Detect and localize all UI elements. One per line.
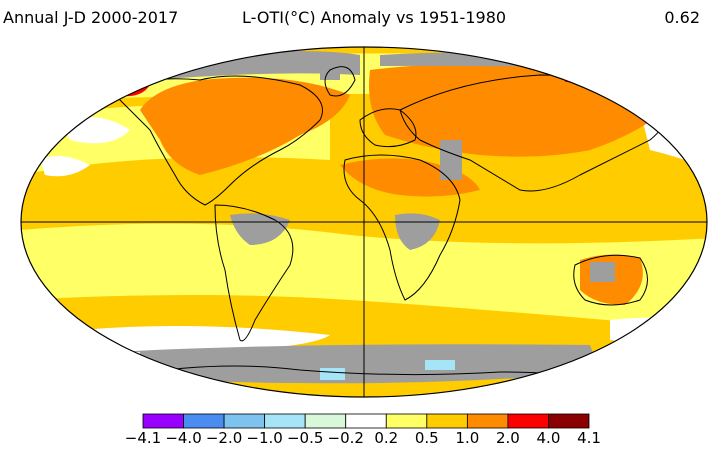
legend-label: −4.1 xyxy=(125,429,161,447)
white-patch-pacific xyxy=(40,156,90,177)
coastlines xyxy=(109,66,669,381)
legend-bin-8 xyxy=(466,413,509,429)
map-title-period: Annual J-D 2000-2017 xyxy=(3,8,179,27)
legend-label: −1.0 xyxy=(246,429,282,447)
legend-label: 4.1 xyxy=(577,429,601,447)
south-america-outline xyxy=(214,204,294,342)
cool-cell-antarctic-2 xyxy=(425,360,455,370)
north-america-warm-region xyxy=(140,77,350,175)
legend-label: −0.2 xyxy=(328,429,364,447)
legend-label: −0.5 xyxy=(287,429,323,447)
southern-ocean-light-band xyxy=(21,223,707,330)
europe-outline xyxy=(359,108,417,148)
greenland-outline xyxy=(324,66,356,97)
missing-data-amazon xyxy=(230,213,290,245)
legend-bin-6 xyxy=(385,413,428,429)
legend-label: −4.0 xyxy=(165,429,201,447)
legend-bin-1 xyxy=(183,413,225,429)
legend-bin-4 xyxy=(304,413,347,429)
legend-label: 0.5 xyxy=(415,429,439,447)
legend-bin-7 xyxy=(426,413,468,429)
legend-label: 0.2 xyxy=(374,429,398,447)
global-mean-value: 0.62 xyxy=(664,8,700,27)
legend-bin-5 xyxy=(345,413,387,429)
map-title-anomaly: L-OTI(°C) Anomaly vs 1951-1980 xyxy=(242,8,507,27)
legend-labels: −4.1 −4.0 −2.0 −1.0 −0.5 −0.2 0.2 0.5 1.0 2.0 4.0 4… xyxy=(125,429,601,447)
missing-data-australia xyxy=(590,262,615,282)
australia-outline xyxy=(573,254,648,306)
legend-bin-0 xyxy=(142,413,184,429)
legend-label: 2.0 xyxy=(496,429,520,447)
legend-bins xyxy=(142,413,590,429)
cool-cell-antarctic-1 xyxy=(320,368,345,380)
legend-label: 1.0 xyxy=(455,429,479,447)
missing-data-middle-east xyxy=(440,140,462,180)
asia-outline xyxy=(399,74,669,192)
legend-label: 4.0 xyxy=(537,429,561,447)
north-america-outline xyxy=(109,75,323,206)
legend-label: −2.0 xyxy=(206,429,242,447)
legend-bin-3 xyxy=(264,413,306,429)
legend-bin-9 xyxy=(507,413,549,429)
legend-bin-10 xyxy=(548,413,590,429)
legend-bin-2 xyxy=(223,413,266,429)
